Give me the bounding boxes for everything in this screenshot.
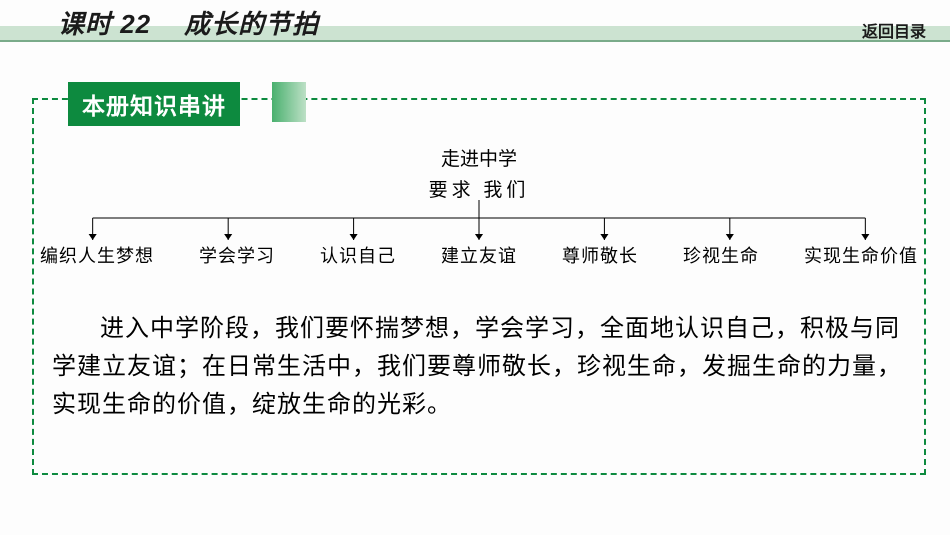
knowledge-tree-diagram: 走进中学 要求 我们 编织人生梦想 学会学习 认识自己 建立友谊 尊师敬长 珍视生命 实现生… bbox=[34, 144, 924, 274]
tree-leaf: 编织人生梦想 bbox=[40, 242, 154, 268]
content-box: 本册知识串讲 走进中学 要求 我们 编织人生梦想学会学习认识自己建立友谊尊师敬长… bbox=[32, 98, 926, 475]
back-to-contents-link[interactable]: 返回目录 bbox=[862, 18, 926, 42]
lesson-prefix: 课时 22 bbox=[58, 9, 151, 39]
summary-paragraph: 进入中学阶段，我们要怀揣梦想，学会学习，全面地认识自己，积极与同学建立友谊；在日… bbox=[52, 310, 906, 424]
tree-leaves-row: 编织人生梦想 学会学习 认识自己 建立友谊 尊师敬长 珍视生命 实现生命价值 bbox=[34, 242, 924, 268]
lesson-name: 成长的节拍 bbox=[184, 9, 319, 39]
tree-root-line1: 走进中学 bbox=[34, 144, 924, 171]
tree-leaf: 珍视生命 bbox=[683, 242, 759, 268]
tree-leaf: 学会学习 bbox=[199, 242, 275, 268]
tree-leaf: 建立友谊 bbox=[441, 242, 517, 268]
tree-leaf: 认识自己 bbox=[320, 242, 396, 268]
section-tag-gradient bbox=[272, 82, 306, 122]
lesson-title: 课时 22 成长的节拍 bbox=[58, 4, 319, 41]
section-tag: 本册知识串讲 bbox=[68, 82, 240, 126]
tree-leaf: 实现生命价值 bbox=[804, 242, 918, 268]
tree-leaf: 尊师敬长 bbox=[562, 242, 638, 268]
header: 课时 22 成长的节拍 返回目录 bbox=[0, 0, 950, 40]
tree-root-line2: 要求 我们 bbox=[34, 175, 924, 202]
